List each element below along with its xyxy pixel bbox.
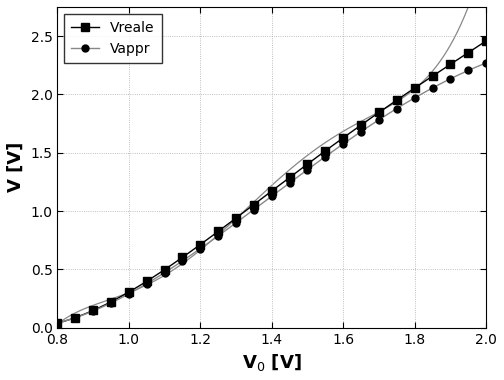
Legend: Vreale, Vappr: Vreale, Vappr: [65, 14, 162, 63]
X-axis label: V$_0$ [V]: V$_0$ [V]: [242, 352, 301, 373]
Y-axis label: V [V]: V [V]: [7, 142, 25, 192]
